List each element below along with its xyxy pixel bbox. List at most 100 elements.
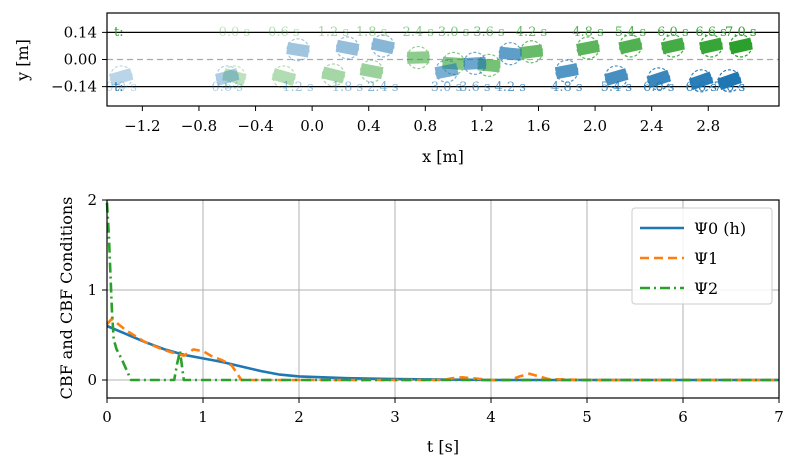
time-label: 0.0 s bbox=[219, 25, 250, 40]
vehicle-marker bbox=[222, 65, 247, 89]
x-tick-label: 1.6 bbox=[527, 117, 551, 135]
vehicle-marker bbox=[286, 38, 310, 62]
vehicle-marker bbox=[321, 63, 346, 87]
vehicle-body bbox=[215, 68, 240, 86]
vehicle-body bbox=[335, 39, 360, 56]
x-tick-label: 0.0 bbox=[300, 117, 324, 135]
x-tick-label: −1.2 bbox=[124, 117, 160, 135]
vehicle-footprint-circle bbox=[359, 59, 384, 83]
x-tick-label: 2.8 bbox=[696, 117, 720, 135]
legend-label-0: Ψ0 (h) bbox=[694, 219, 746, 238]
x-tick-label: 0 bbox=[102, 408, 112, 426]
time-label: 1.2 s bbox=[318, 25, 349, 40]
time-label: 4.8 s bbox=[551, 80, 582, 95]
time-label: 0.6 s bbox=[268, 25, 299, 40]
time-label: 7.0 s bbox=[714, 80, 745, 95]
time-label: 0.6 s bbox=[212, 80, 243, 95]
x-tick-label: 3 bbox=[390, 408, 400, 426]
time-label: 5.4 s bbox=[601, 80, 632, 95]
vehicle-marker bbox=[359, 59, 384, 83]
vehicle-body bbox=[604, 68, 629, 86]
cbf-axes-frame bbox=[106, 199, 780, 399]
vehicle-body bbox=[359, 63, 384, 80]
time-label: 4.8 s bbox=[572, 25, 603, 40]
x-tick-label: −0.4 bbox=[237, 117, 273, 135]
time-label: 6.0 s bbox=[643, 80, 674, 95]
y-tick-label: −0.14 bbox=[51, 78, 97, 96]
y-tick-label: 0 bbox=[87, 371, 97, 389]
vehicle-body bbox=[370, 37, 395, 55]
top-row-time-label: t: bbox=[114, 25, 124, 40]
time-label: 3.6 s bbox=[473, 25, 504, 40]
vehicle-footprint-circle bbox=[222, 65, 246, 89]
vehicle-body bbox=[554, 63, 579, 80]
vehicle-body bbox=[463, 56, 487, 71]
x-tick-label: −0.8 bbox=[181, 117, 217, 135]
vehicle-marker bbox=[728, 34, 753, 58]
vehicle-marker bbox=[717, 69, 742, 93]
time-label: 0.0 s bbox=[105, 80, 136, 95]
vehicle-marker bbox=[271, 65, 297, 89]
vehicle-body bbox=[498, 46, 522, 61]
time-label: 5.4 s bbox=[615, 25, 646, 40]
vehicle-marker bbox=[108, 65, 134, 89]
x-tick-label: 6 bbox=[678, 408, 688, 426]
time-label: 2.4 s bbox=[367, 80, 398, 95]
vehicle-marker bbox=[335, 36, 360, 60]
vehicle-body bbox=[646, 69, 672, 88]
vehicle-body bbox=[286, 42, 310, 58]
cbf-ylabel: CBF and CBF Conditions bbox=[57, 197, 76, 400]
legend-label-1: Ψ1 bbox=[694, 249, 718, 268]
x-tick-label: 1.2 bbox=[470, 117, 494, 135]
vehicle-body bbox=[519, 44, 544, 60]
x-tick-label: 2 bbox=[294, 408, 304, 426]
vehicle-body bbox=[717, 71, 742, 91]
y-tick-label: 0.14 bbox=[64, 23, 97, 41]
vehicle-marker bbox=[576, 36, 600, 60]
vehicle-marker bbox=[699, 34, 724, 58]
x-tick-label: 5 bbox=[582, 408, 592, 426]
vehicle-marker bbox=[660, 34, 685, 58]
x-tick-label: 1 bbox=[198, 408, 208, 426]
vehicle-marker bbox=[498, 42, 522, 66]
y-tick-label: 2 bbox=[87, 191, 97, 209]
vehicle-body bbox=[576, 39, 600, 56]
cbf-xlabel: t [s] bbox=[427, 437, 459, 456]
vehicle-body bbox=[618, 37, 643, 55]
vehicle-marker bbox=[434, 59, 459, 83]
x-tick-label: 0.4 bbox=[357, 117, 381, 135]
vehicle-footprint-circle bbox=[286, 38, 310, 62]
x-tick-label: 7 bbox=[774, 408, 784, 426]
x-tick-label: 4 bbox=[486, 408, 496, 426]
vehicle-marker bbox=[370, 34, 395, 58]
vehicle-marker bbox=[618, 34, 643, 58]
time-label: 1.2 s bbox=[282, 80, 313, 95]
vehicle-body bbox=[222, 68, 247, 86]
vehicle-footprint-circle bbox=[272, 65, 296, 89]
cbf-series-lines bbox=[105, 202, 779, 382]
y-tick-label: 0.00 bbox=[64, 51, 97, 69]
series-line-2 bbox=[105, 202, 779, 382]
legend-label-2: Ψ2 bbox=[694, 279, 718, 298]
time-label: 3.6 s bbox=[459, 80, 490, 95]
vehicle-body bbox=[434, 63, 459, 80]
time-label: 1.8 s bbox=[356, 25, 387, 40]
vehicle-marker bbox=[215, 65, 240, 89]
vehicle-marker bbox=[604, 65, 629, 89]
time-label: 4.2 s bbox=[494, 80, 525, 95]
series-line-1 bbox=[106, 317, 779, 382]
vehicle-body bbox=[407, 51, 430, 64]
trajectory-panel: 0.0 s 0.6 s 1.2 s 1.8 s 2.4 s 3.0 s 3.6 s 4.2 s… bbox=[13, 12, 780, 166]
trajectory-axes-frame bbox=[106, 12, 780, 107]
vehicle-body bbox=[688, 71, 714, 91]
time-label: 3.0 s bbox=[431, 80, 462, 95]
trajectory-ylabel: y [m] bbox=[13, 39, 32, 82]
vehicle-body bbox=[660, 37, 685, 55]
vehicle-marker bbox=[519, 40, 544, 64]
time-label: 6.0 s bbox=[657, 25, 688, 40]
vehicle-marker bbox=[646, 67, 672, 91]
time-label: 3.0 s bbox=[438, 25, 469, 40]
cbf-legend: Ψ0 (h) Ψ1 Ψ2 bbox=[631, 207, 773, 305]
time-label: 1.8 s bbox=[332, 80, 363, 95]
